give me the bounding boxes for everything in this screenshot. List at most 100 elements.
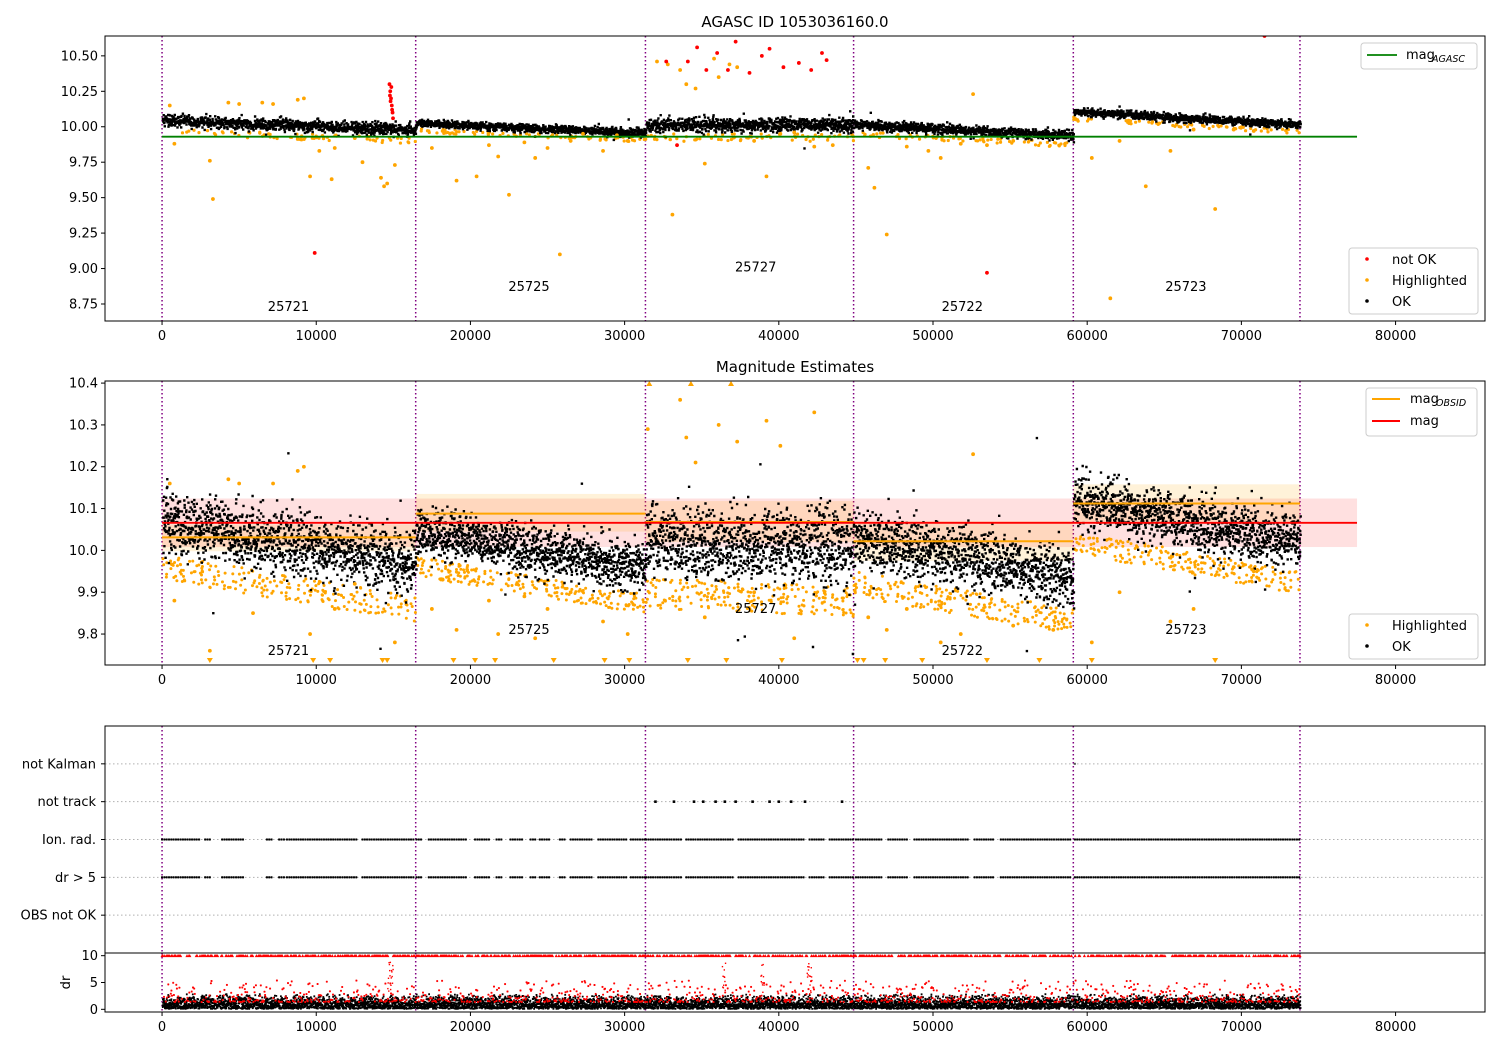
highlighted-point: [1087, 536, 1091, 540]
not-track-point: [840, 800, 844, 803]
highlighted-point: [165, 572, 169, 576]
highlighted-point: [883, 600, 887, 604]
plot-area: 25721 25725 25727 25722 25723: [161, 381, 1358, 665]
highlighted-point: [978, 138, 982, 142]
y-tick-label: 10.0: [69, 544, 98, 559]
highlighted-point: [678, 578, 682, 582]
highlighted-point: [427, 569, 431, 573]
highlighted-point: [875, 132, 879, 136]
highlighted-point: [476, 581, 480, 585]
highlighted-point: [282, 578, 286, 582]
highlighted-point: [226, 100, 231, 105]
highlighted-point: [728, 603, 732, 607]
highlighted-point: [1196, 567, 1200, 571]
highlighted-point: [255, 585, 259, 589]
highlighted-point: [161, 557, 165, 561]
highlighted-point: [812, 612, 816, 616]
highlighted-point: [801, 585, 805, 589]
highlighted-point: [180, 131, 185, 135]
legend-label-mag: mag: [1406, 48, 1435, 63]
highlighted-point: [702, 615, 707, 620]
obsid-label: 25723: [1165, 280, 1206, 295]
highlighted-point: [1158, 560, 1162, 564]
highlighted-point: [1074, 117, 1078, 121]
highlighted-point: [226, 477, 231, 482]
highlighted-point: [632, 594, 636, 598]
highlighted-point: [234, 580, 238, 584]
highlighted-point: [973, 614, 977, 618]
highlighted-point: [1251, 129, 1256, 133]
highlighted-point: [1089, 543, 1093, 547]
highlighted-point: [1160, 545, 1164, 549]
highlighted-point: [521, 585, 525, 589]
highlighted-point: [550, 133, 555, 137]
highlighted-point: [752, 594, 756, 598]
dr-spike-point: [390, 984, 392, 987]
highlighted-point: [365, 137, 369, 141]
highlighted-point: [192, 580, 196, 584]
y-tick-label: 10: [81, 949, 98, 964]
x-tick-label: 80000: [1375, 673, 1416, 688]
not-kalman-point: [1073, 762, 1076, 765]
highlighted-point: [747, 594, 751, 598]
highlighted-point: [449, 573, 453, 577]
highlighted-point: [872, 185, 877, 190]
highlighted-point: [1271, 565, 1275, 569]
highlighted-point: [986, 138, 990, 142]
highlighted-point: [1177, 560, 1181, 564]
highlighted-point: [641, 598, 645, 602]
highlighted-point: [904, 607, 909, 611]
not-ok-point: [389, 85, 394, 89]
highlighted-point: [474, 174, 479, 179]
highlighted-point: [507, 578, 511, 582]
not-ok-point: [664, 59, 669, 64]
highlighted-point: [1251, 573, 1255, 577]
highlighted-point: [1219, 124, 1223, 128]
highlighted-point: [866, 615, 871, 620]
highlighted-point: [164, 575, 168, 579]
highlighted-point: [512, 589, 516, 593]
obsid-label: 25725: [508, 623, 549, 638]
not-track-point: [692, 800, 696, 803]
highlighted-point: [242, 591, 246, 595]
highlighted-point: [674, 599, 678, 603]
highlighted-point: [200, 581, 204, 585]
highlighted-point: [1134, 120, 1138, 124]
highlighted-point: [1213, 207, 1218, 211]
highlighted-point: [625, 632, 630, 636]
highlighted-point: [545, 146, 550, 150]
highlighted-point: [389, 596, 393, 600]
highlighted-point: [978, 592, 982, 596]
highlighted-point: [171, 563, 175, 567]
highlighted-point: [739, 138, 743, 142]
highlighted-point: [953, 596, 957, 600]
highlighted-point: [594, 599, 598, 603]
y-tick-label: 9.25: [69, 227, 98, 242]
highlighted-point: [958, 632, 963, 636]
highlighted-point: [404, 598, 408, 602]
highlighted-point: [945, 597, 949, 601]
highlighted-point: [579, 596, 583, 600]
highlighted-point: [1184, 560, 1188, 564]
highlighted-point: [342, 605, 346, 609]
highlighted-point: [380, 140, 384, 145]
y-tick-label: 10.3: [69, 418, 98, 433]
highlighted-point: [394, 594, 398, 598]
highlighted-point: [648, 604, 652, 608]
highlighted-point: [369, 592, 373, 596]
highlighted-point: [1058, 611, 1062, 615]
highlighted-point: [651, 583, 655, 587]
obsid-label: 25725: [508, 280, 549, 295]
x-tick-label: 50000: [912, 673, 953, 688]
highlighted-point: [332, 607, 337, 611]
highlighted-point: [996, 137, 1000, 141]
highlighted-point: [1233, 561, 1237, 565]
highlighted-point: [686, 595, 690, 599]
flag-category-label: Ion. rad.: [42, 833, 96, 848]
highlighted-point: [382, 607, 386, 611]
highlighted-point: [615, 607, 619, 611]
highlighted-point: [231, 579, 235, 583]
legend-label: OK: [1392, 640, 1411, 655]
highlighted-point: [1297, 588, 1301, 592]
highlighted-point: [272, 579, 276, 583]
